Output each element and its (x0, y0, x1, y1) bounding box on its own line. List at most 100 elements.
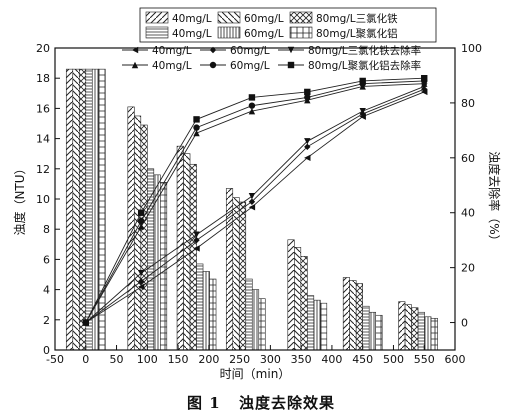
y-left-tick-label: 4 (43, 284, 50, 297)
removal-point (137, 283, 145, 291)
y-right-tick-label: 80 (461, 97, 475, 110)
y-left-tick-label: 8 (43, 223, 50, 236)
removal-point (248, 102, 256, 109)
line-legend-label: 80mg/L三氯化铁去除率 (308, 44, 421, 57)
removal-point (248, 193, 256, 200)
turbidity-bar (238, 201, 247, 351)
x-tick-label: 300 (260, 353, 281, 366)
removal-point (209, 46, 217, 54)
y-left-tick-label: 10 (36, 193, 50, 206)
bar-legend-label: 80mg/L聚氯化铝 (316, 27, 398, 40)
turbidity-bar (307, 295, 315, 351)
x-tick-label: 250 (229, 353, 250, 366)
turbidity-bar (225, 188, 234, 351)
turbidity-chart: -50 0 50 100 150 200 250 300 350 400 450 500 550 6000… (12, 7, 502, 381)
y-right-tick-label: 60 (461, 152, 475, 165)
bar-legend: 40mg/L 60mg/L 80mg/L三氯化铁 40mg/L 60mg/L 80mg/L… (139, 7, 437, 43)
x-tick-label: 500 (383, 353, 404, 366)
turbidity-bar (287, 239, 295, 351)
bar-legend-swatch (145, 26, 169, 39)
turbidity-bar (183, 153, 191, 351)
removal-point (287, 61, 295, 69)
removal-point (304, 143, 311, 151)
y-left-tick-label: 20 (36, 42, 50, 55)
turbidity-bar (398, 301, 406, 351)
turbidity-bar (368, 311, 376, 351)
turbidity-bar (404, 304, 412, 351)
y-left-tick-label: 2 (43, 314, 50, 327)
removal-point (304, 154, 311, 162)
turbidity-bar (411, 307, 419, 351)
bar-legend-swatch (289, 26, 313, 39)
bar-legend-label: 80mg/L三氯化铁 (316, 12, 398, 25)
turbidity-bar (362, 305, 370, 351)
y-left-tick-label: 0 (43, 344, 50, 357)
removal-point (137, 209, 145, 216)
bar-legend-swatch (217, 26, 241, 39)
bar-legend-swatch (289, 11, 313, 24)
bar-legend-label: 40mg/L (172, 13, 212, 25)
line-legend-label: 40mg/L (152, 45, 192, 57)
removal-point (137, 217, 145, 225)
turbidity-bar (320, 302, 328, 351)
figure-title: 浊度去除效果 (238, 394, 335, 412)
bar-legend-swatch (145, 11, 169, 24)
figure-label: 图 1 (187, 394, 221, 412)
removal-point (131, 61, 139, 69)
turbidity-bar (313, 299, 321, 351)
turbidity-bar (147, 168, 155, 351)
turbidity-bar (355, 283, 363, 351)
bar-legend-label: 60mg/L (244, 13, 284, 25)
turbidity-bar (85, 68, 93, 351)
bar-legend-label: 60mg/L (244, 28, 284, 40)
turbidity-bar (251, 289, 260, 351)
y-left-tick-label: 18 (36, 72, 50, 85)
y-right-tick-label: 40 (461, 207, 475, 220)
x-tick-label: 350 (291, 353, 312, 366)
x-tick-label: -50 (46, 353, 64, 366)
turbidity-bar (78, 68, 87, 351)
removal-point (137, 278, 145, 285)
turbidity-bar (417, 311, 425, 351)
turbidity-bar (209, 278, 217, 351)
y-right-tick-label: 100 (461, 42, 482, 55)
removal-point (287, 46, 295, 54)
x-tick-label: 450 (352, 353, 373, 366)
removal-point (359, 107, 366, 115)
line-legend-label: 40mg/L (152, 60, 192, 72)
y-right-tick-label: 20 (461, 262, 475, 275)
x-tick-label: 200 (198, 353, 219, 366)
removal-point (248, 107, 256, 115)
x-tick-label: 50 (110, 353, 124, 366)
bar-legend-label: 40mg/L (172, 28, 212, 40)
bar-legend-swatch (217, 11, 241, 24)
removal-point (137, 223, 145, 230)
removal-point (82, 319, 89, 326)
line-legend-label: 60mg/L (230, 45, 270, 57)
removal-point (193, 129, 200, 137)
turbidity-bar (294, 247, 302, 351)
turbidity-bar (72, 68, 80, 351)
y-left-tick-label: 12 (36, 163, 50, 176)
y-left-axis-title: 浊度（NTU） (12, 162, 27, 235)
removal-point (304, 138, 311, 145)
line-legend-label: 80mg/L聚氯化铝去除率 (308, 59, 421, 72)
x-axis-title: 时间（min） (220, 367, 291, 381)
removal-point (421, 75, 428, 82)
x-tick-label: 100 (137, 353, 158, 366)
x-tick-label: 400 (321, 353, 342, 366)
x-tick-label: 0 (82, 353, 89, 366)
line-legend-label: 60mg/L (230, 60, 270, 72)
x-tick-label: 150 (168, 353, 189, 366)
removal-point (131, 46, 139, 54)
figure-caption: 图 1 浊度去除效果 (0, 392, 522, 413)
removal-point (248, 94, 256, 101)
turbidity-bar (202, 271, 210, 351)
turbidity-bar (424, 316, 432, 351)
y-left-tick-label: 16 (36, 102, 50, 115)
y-right-tick-label: 0 (461, 317, 468, 330)
removal-point (193, 124, 200, 131)
removal-point (137, 269, 145, 277)
removal-line-series (82, 75, 428, 326)
removal-point (193, 236, 200, 244)
